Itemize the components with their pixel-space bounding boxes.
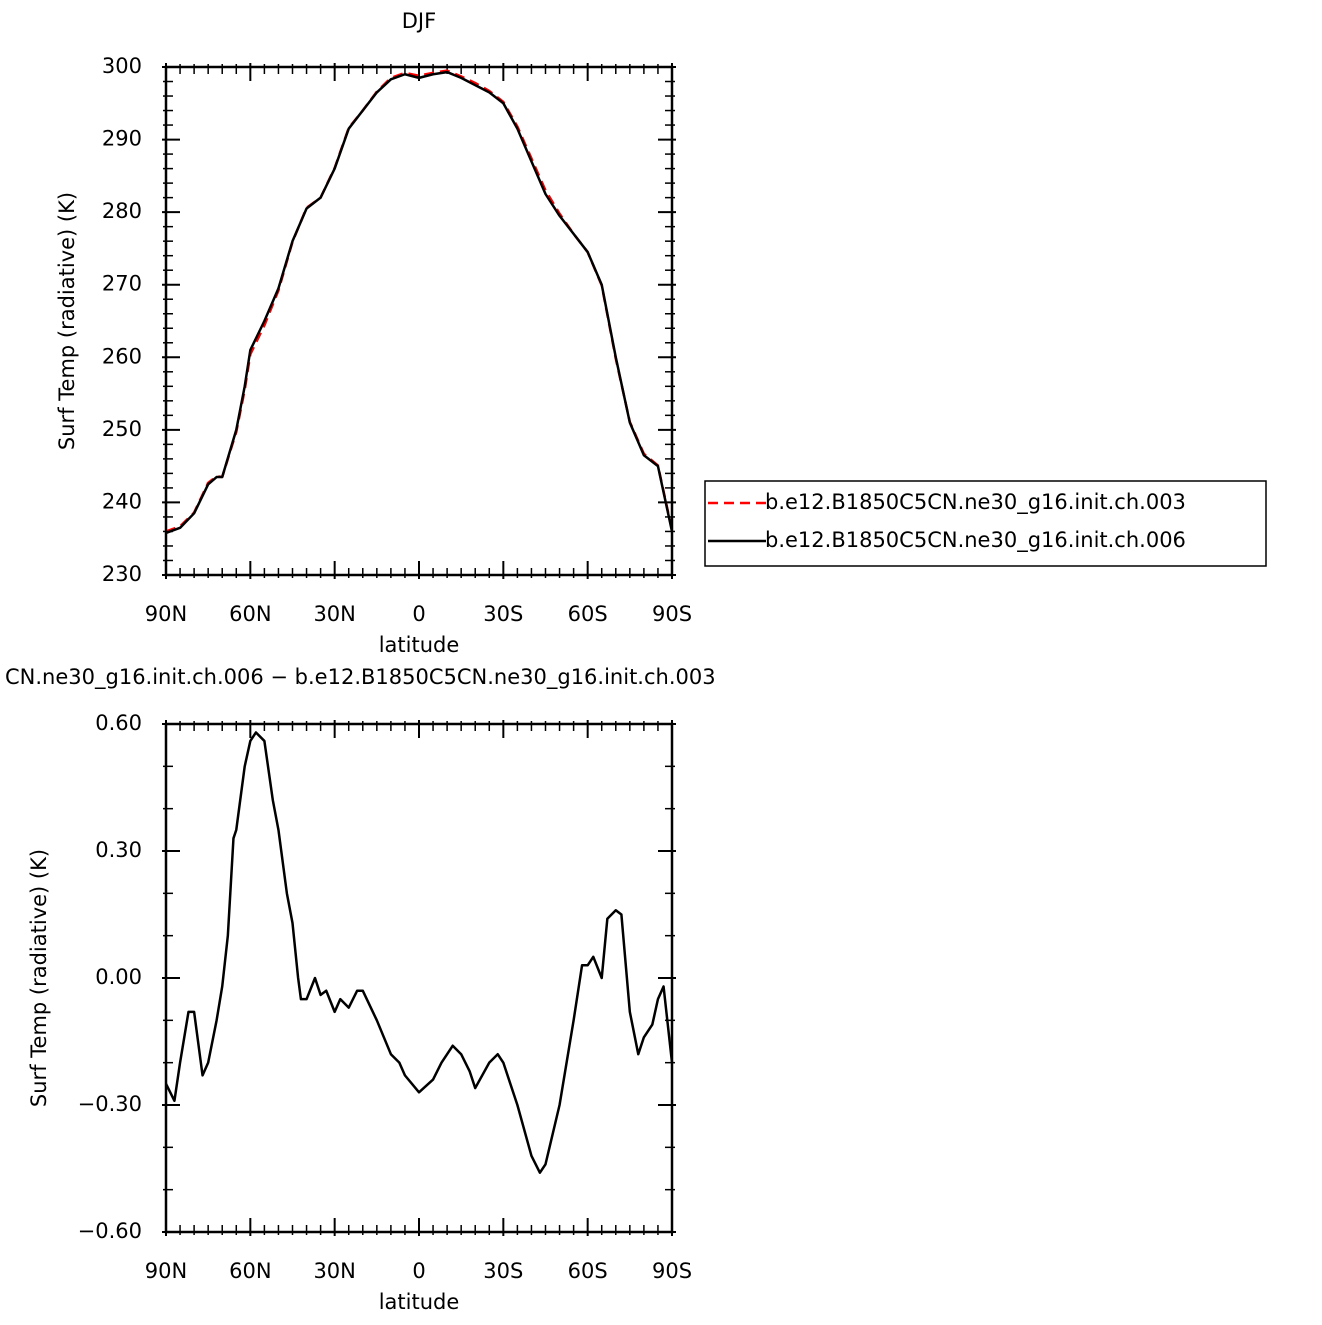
chart-title: DJF [402,9,436,33]
plot-frame [164,65,674,577]
x-tick-label: 60N [229,1259,271,1283]
y-axis-label: Surf Temp (radiative) (K) [55,192,79,450]
series-line [165,69,674,533]
x-tick-label: 60S [568,602,608,626]
x-tick-label: 60N [229,602,271,626]
x-axis-label: latitude [379,633,460,657]
x-tick-label: 90N [145,602,187,626]
y-tick-label: 0.00 [95,965,142,989]
x-tick-label: 0 [412,1259,425,1283]
x-tick-label: 30S [483,602,523,626]
chart-title: CN.ne30_g16.init.ch.006 − b.e12.B1850C5C… [5,665,716,690]
y-tick-label: 230 [102,562,142,586]
x-tick-label: 90S [652,1259,692,1283]
y-tick-label: 280 [102,199,142,223]
x-tick-label: 60S [568,1259,608,1283]
x-tick-label: 90N [145,1259,187,1283]
x-tick-label: 90S [652,602,692,626]
x-tick-label: 30S [483,1259,523,1283]
x-tick-label: 0 [412,602,425,626]
y-tick-label: 290 [102,127,142,151]
y-tick-label: 0.60 [95,711,142,735]
y-tick-label: 260 [102,344,142,368]
legend-label: b.e12.B1850C5CN.ne30_g16.init.ch.003 [765,490,1186,515]
y-tick-label: 0.30 [95,838,142,862]
x-tick-label: 30N [313,602,355,626]
plot-frame [164,722,674,1234]
legend-box [704,480,1267,567]
x-tick-label: 30N [313,1259,355,1283]
legend-label: b.e12.B1850C5CN.ne30_g16.init.ch.006 [765,528,1186,553]
y-tick-label: 270 [102,272,142,296]
y-tick-label: 300 [102,54,142,78]
series-line [164,731,674,1174]
y-tick-label: −0.60 [78,1219,142,1243]
y-axis-label: Surf Temp (radiative) (K) [27,849,51,1107]
series-line [165,70,674,535]
y-tick-label: 250 [102,417,142,441]
y-tick-label: −0.30 [78,1092,142,1116]
x-axis-label: latitude [379,1290,460,1314]
y-tick-label: 240 [102,489,142,513]
